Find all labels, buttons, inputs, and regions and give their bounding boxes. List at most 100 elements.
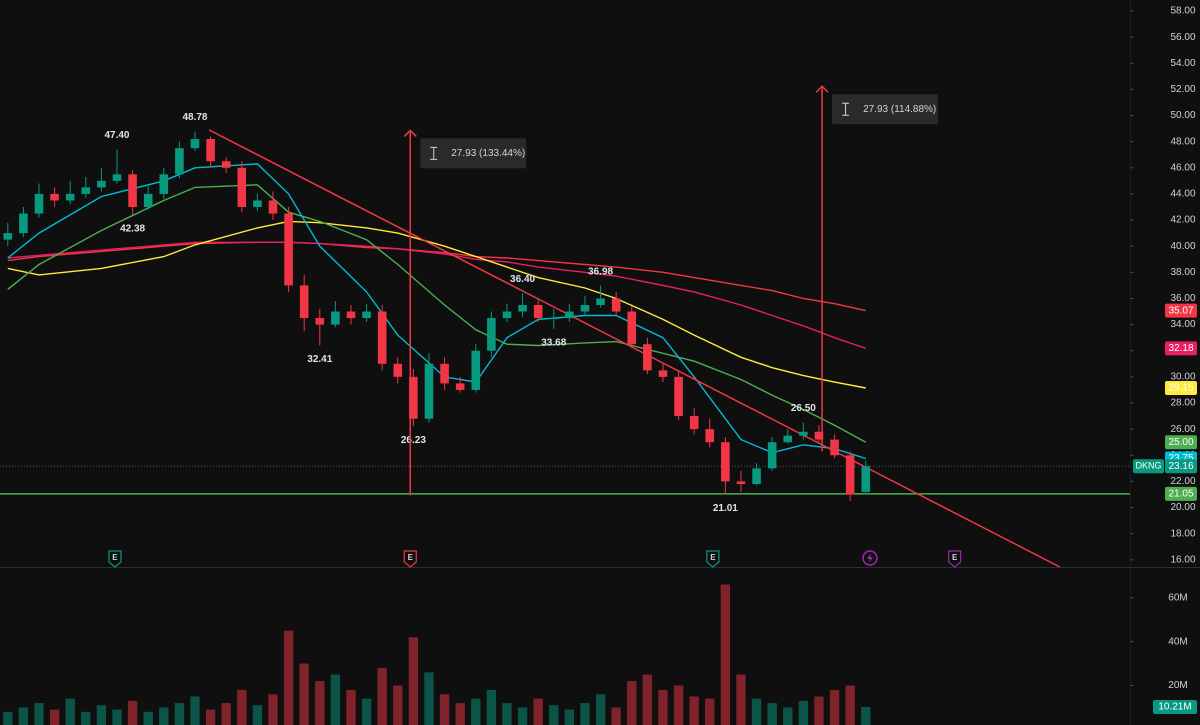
y-tick-label: 16.00 [1170, 554, 1195, 565]
volume-bar [861, 706, 871, 725]
candle-body [487, 318, 496, 351]
y-tick-label: 36.00 [1170, 293, 1195, 304]
candle-body [752, 468, 761, 485]
event-icon[interactable] [948, 550, 962, 568]
volume-bar [486, 689, 497, 725]
price-annotation: 48.78 [182, 112, 207, 123]
volume-bar [283, 630, 294, 725]
event-label: E [408, 553, 414, 562]
candle-body [362, 311, 371, 319]
volume-bar [190, 696, 200, 725]
measure-box [420, 138, 527, 169]
candle-body [284, 213, 293, 286]
candle-body [331, 311, 340, 325]
candle-body [627, 311, 637, 345]
ma-value-box [1165, 341, 1197, 356]
candle-body [50, 193, 59, 201]
volume-bar [845, 685, 855, 725]
price-pane [0, 129, 1130, 567]
volume-bar [471, 698, 481, 725]
volume-bar [330, 674, 341, 725]
volume-bar [564, 709, 575, 725]
volume-bar [736, 674, 746, 725]
candle-body [253, 200, 262, 207]
price-annotation: 32.41 [307, 354, 332, 365]
event-label: E [952, 553, 958, 562]
candle-body [299, 285, 309, 319]
volume-tick-label: 40M [1168, 636, 1187, 647]
moving-average [7, 220, 866, 389]
volume-bar [783, 707, 793, 725]
candle-body [455, 383, 465, 390]
volume-bar [611, 707, 621, 725]
event-icon[interactable] [108, 550, 122, 568]
candle-body [65, 193, 75, 201]
volume-bar [673, 685, 684, 725]
volume-bar [49, 709, 60, 725]
volume-bar [18, 707, 29, 725]
candle-body [471, 350, 481, 390]
candle-body [533, 304, 543, 319]
y-tick-label: 26.00 [1170, 424, 1195, 435]
y-tick-label: 42.00 [1170, 215, 1195, 226]
ma-value-label: 23.75 [1168, 453, 1193, 464]
candle-body [658, 370, 668, 377]
candle-body [143, 193, 153, 207]
volume-bar [517, 707, 528, 725]
volume-bar [96, 705, 107, 725]
candle-body [674, 376, 683, 417]
volume-bar [221, 703, 231, 725]
volume-bar [689, 696, 699, 725]
candle-body [315, 318, 325, 325]
price-annotation: 26.50 [791, 403, 816, 414]
candle-body [175, 148, 184, 175]
event-icon[interactable] [403, 550, 417, 568]
volume-bar [408, 637, 419, 725]
ma-value-box [1165, 435, 1197, 450]
candle-body [409, 376, 418, 419]
moving-average [7, 184, 867, 443]
volume-bar [143, 711, 153, 725]
volume-bar [829, 689, 840, 725]
volume-bar [580, 703, 590, 725]
candle-body [3, 233, 13, 240]
price-annotation: 33.68 [541, 337, 566, 348]
volume-bar [174, 703, 185, 725]
volume-bar [252, 705, 263, 725]
candle-body [518, 304, 527, 312]
candle-body [221, 161, 231, 168]
volume-bar [65, 698, 75, 725]
volume-bar [658, 689, 668, 725]
ma-value-label: 32.18 [1168, 343, 1193, 354]
event-icon[interactable] [706, 550, 720, 568]
volume-bar [595, 694, 606, 725]
candle-body [830, 439, 839, 456]
dividend-icon[interactable] [862, 550, 878, 566]
last-price-label: 23.16 [1168, 461, 1193, 472]
price-annotation: 21.01 [713, 503, 738, 514]
volume-bar [159, 707, 169, 725]
volume-bar [237, 689, 247, 725]
volume-tick-label: 60M [1168, 592, 1187, 603]
volume-bar [533, 698, 543, 725]
volume-bar [377, 667, 387, 725]
candle-body [596, 298, 605, 305]
volume-bar [81, 711, 91, 725]
ma-value-label: 35.07 [1168, 305, 1193, 316]
ticker-box [1133, 459, 1164, 474]
candle-body [237, 167, 247, 207]
volume-bar [205, 709, 216, 725]
support-value-box [1165, 486, 1197, 501]
candle-body [611, 298, 621, 312]
y-tick-label: 50.00 [1170, 110, 1195, 121]
candle-body [799, 431, 808, 436]
ticker-label: DKNG [1135, 461, 1161, 471]
volume-bar [393, 685, 403, 725]
price-annotation: 36.40 [510, 274, 535, 285]
candle-body [861, 466, 871, 492]
price-annotation: 26.23 [401, 435, 426, 446]
candle-body [502, 311, 512, 319]
y-tick-label: 38.00 [1170, 267, 1195, 278]
y-tick-label: 58.00 [1170, 6, 1195, 17]
